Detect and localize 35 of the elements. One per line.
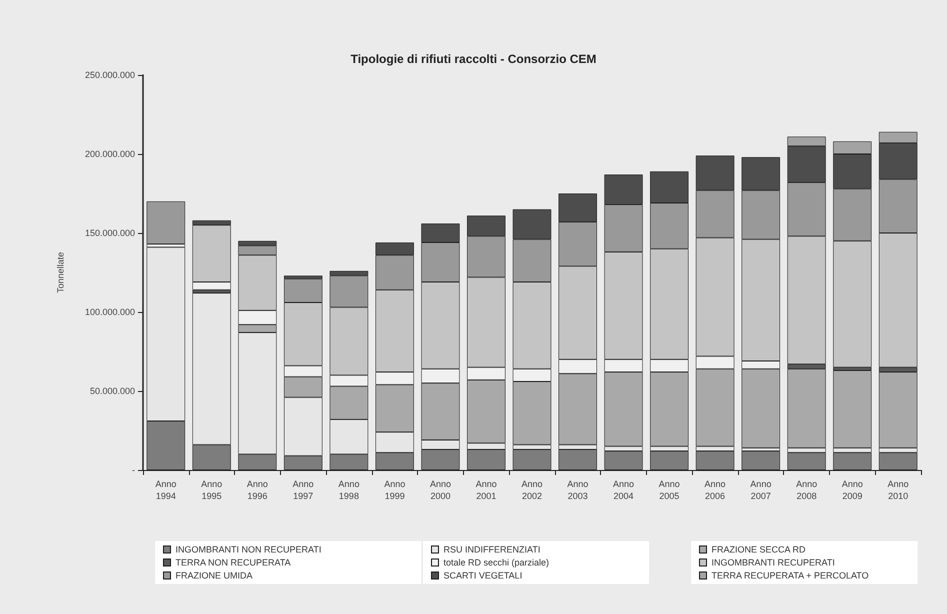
x-tick-label: Anno 2003 bbox=[567, 479, 588, 501]
bar bbox=[146, 201, 186, 244]
x-tick-label: Anno 2007 bbox=[750, 479, 772, 501]
x-tick-label: Anno 2010 bbox=[888, 479, 909, 501]
y-tick-label: 250.000.000 bbox=[84, 70, 135, 80]
x-tick-label: Anno 2008 bbox=[796, 479, 818, 501]
y-tick-label: - bbox=[132, 465, 135, 475]
legend-label: TERRA NON RECUPERATA bbox=[176, 558, 291, 568]
legend-label: INGOMBRANTI RECUPERATI bbox=[712, 558, 835, 568]
x-tick-label: Anno 2005 bbox=[658, 479, 680, 501]
legend-label: totale RD secchi (parziale) bbox=[444, 558, 550, 568]
x-tick-label: Anno 2002 bbox=[521, 479, 543, 501]
x-tick-label: Anno 2001 bbox=[476, 479, 497, 501]
y-tick-label: 200.000.000 bbox=[84, 149, 135, 159]
x-tick-label: Anno 2006 bbox=[704, 479, 726, 501]
legend-label: SCARTI VEGETALI bbox=[444, 570, 522, 580]
x-tick-label: Anno 1997 bbox=[292, 479, 314, 501]
x-tick-label: Anno 2004 bbox=[613, 479, 634, 501]
x-tick-label: Anno 1999 bbox=[384, 479, 406, 501]
x-tick-label: Anno 1998 bbox=[338, 479, 360, 501]
y-tick-label: 150.000.000 bbox=[84, 228, 135, 238]
legend-label: RSU INDIFFERENZIATI bbox=[444, 544, 540, 554]
x-tick-label: Anno 1995 bbox=[201, 479, 222, 501]
chart-title: Tipologie di rifiuti raccolti - Consorzio CEM bbox=[350, 52, 596, 66]
legend-label: INGOMBRANTI NON RECUPERATI bbox=[176, 544, 322, 554]
y-tick-label: 50.000.000 bbox=[90, 386, 135, 396]
y-axis-title: Tonnellate bbox=[56, 252, 66, 294]
x-tick-label: Anno 2000 bbox=[430, 479, 451, 501]
legend-label: FRAZIONE UMIDA bbox=[176, 570, 253, 580]
legend-label: TERRA RECUPERATA + PERCOLATO bbox=[712, 570, 869, 580]
y-tick-label: 100.000.000 bbox=[84, 307, 135, 317]
x-tick-label: Anno 2009 bbox=[842, 479, 863, 501]
x-tick-label: Anno 1994 bbox=[155, 479, 176, 501]
legend-label: FRAZIONE SECCA RD bbox=[712, 544, 806, 554]
x-tick-label: Anno 1996 bbox=[246, 479, 268, 501]
